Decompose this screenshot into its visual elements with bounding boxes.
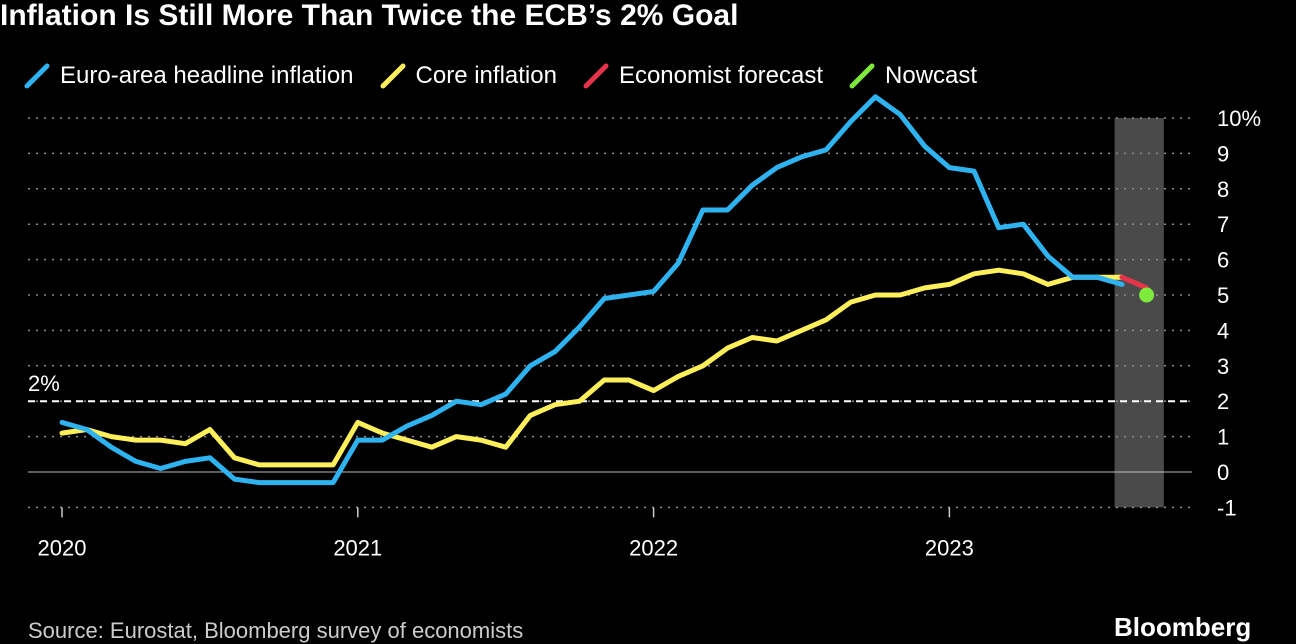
forecast-shaded-region [1114,118,1164,508]
legend-line-core [380,63,406,89]
chart-plot: -1 0 1 2 3 4 5 6 7 8 9 10% 2% 2020 2021 2022 2023 [28,94,1261,560]
y-tick-label: 2 [1217,389,1229,414]
y-tick-label: 1 [1217,425,1229,450]
legend-swatch-core [380,63,406,89]
y-tick-label: 9 [1217,141,1229,166]
y-tick-label: 7 [1217,212,1229,237]
legend-label-headline: Euro-area headline inflation [60,62,354,89]
x-tick-label: 2021 [333,535,382,560]
legend-item-nowcast: Nowcast [849,62,977,90]
core-inflation-line [59,267,1125,468]
legend-label-nowcast: Nowcast [885,62,978,89]
legend-label-forecast: Economist forecast [618,62,824,89]
legend-swatch-nowcast [849,63,875,89]
legend-label-core: Core inflation [415,62,557,89]
nowcast-point [1139,287,1155,303]
y-tick-label: 5 [1217,283,1229,308]
x-tick-label: 2020 [38,535,87,560]
economist-forecast-line [1119,274,1150,291]
chart-title: Inflation Is Still More Than Twice the E… [0,0,739,32]
legend-line-headline [24,63,50,89]
legend-line-nowcast [849,63,875,89]
x-tick-label: 2022 [629,535,678,560]
headline-inflation-line [59,94,1125,486]
legend: Euro-area headline inflation Core inflat… [24,58,977,94]
legend-item-core: Core inflation [380,62,557,90]
legend-swatch-headline [24,63,50,89]
legend-item-headline: Euro-area headline inflation [24,62,354,90]
reference-line-label: 2% [28,371,60,396]
y-tick-label: 10% [1217,106,1261,131]
legend-line-forecast [583,63,609,89]
source-note: Source: Eurostat, Bloomberg survey of ec… [28,618,524,643]
legend-item-forecast: Economist forecast [583,62,823,90]
y-tick-label: -1 [1217,495,1237,520]
bloomberg-logo: Bloomberg [1114,612,1252,642]
y-tick-label: 8 [1217,177,1229,202]
y-tick-label: 0 [1217,460,1229,485]
y-tick-label: 6 [1217,248,1229,273]
y-tick-label: 3 [1217,354,1229,379]
legend-swatch-forecast [583,63,609,89]
y-tick-label: 4 [1217,318,1229,343]
x-tick-label: 2023 [925,535,974,560]
